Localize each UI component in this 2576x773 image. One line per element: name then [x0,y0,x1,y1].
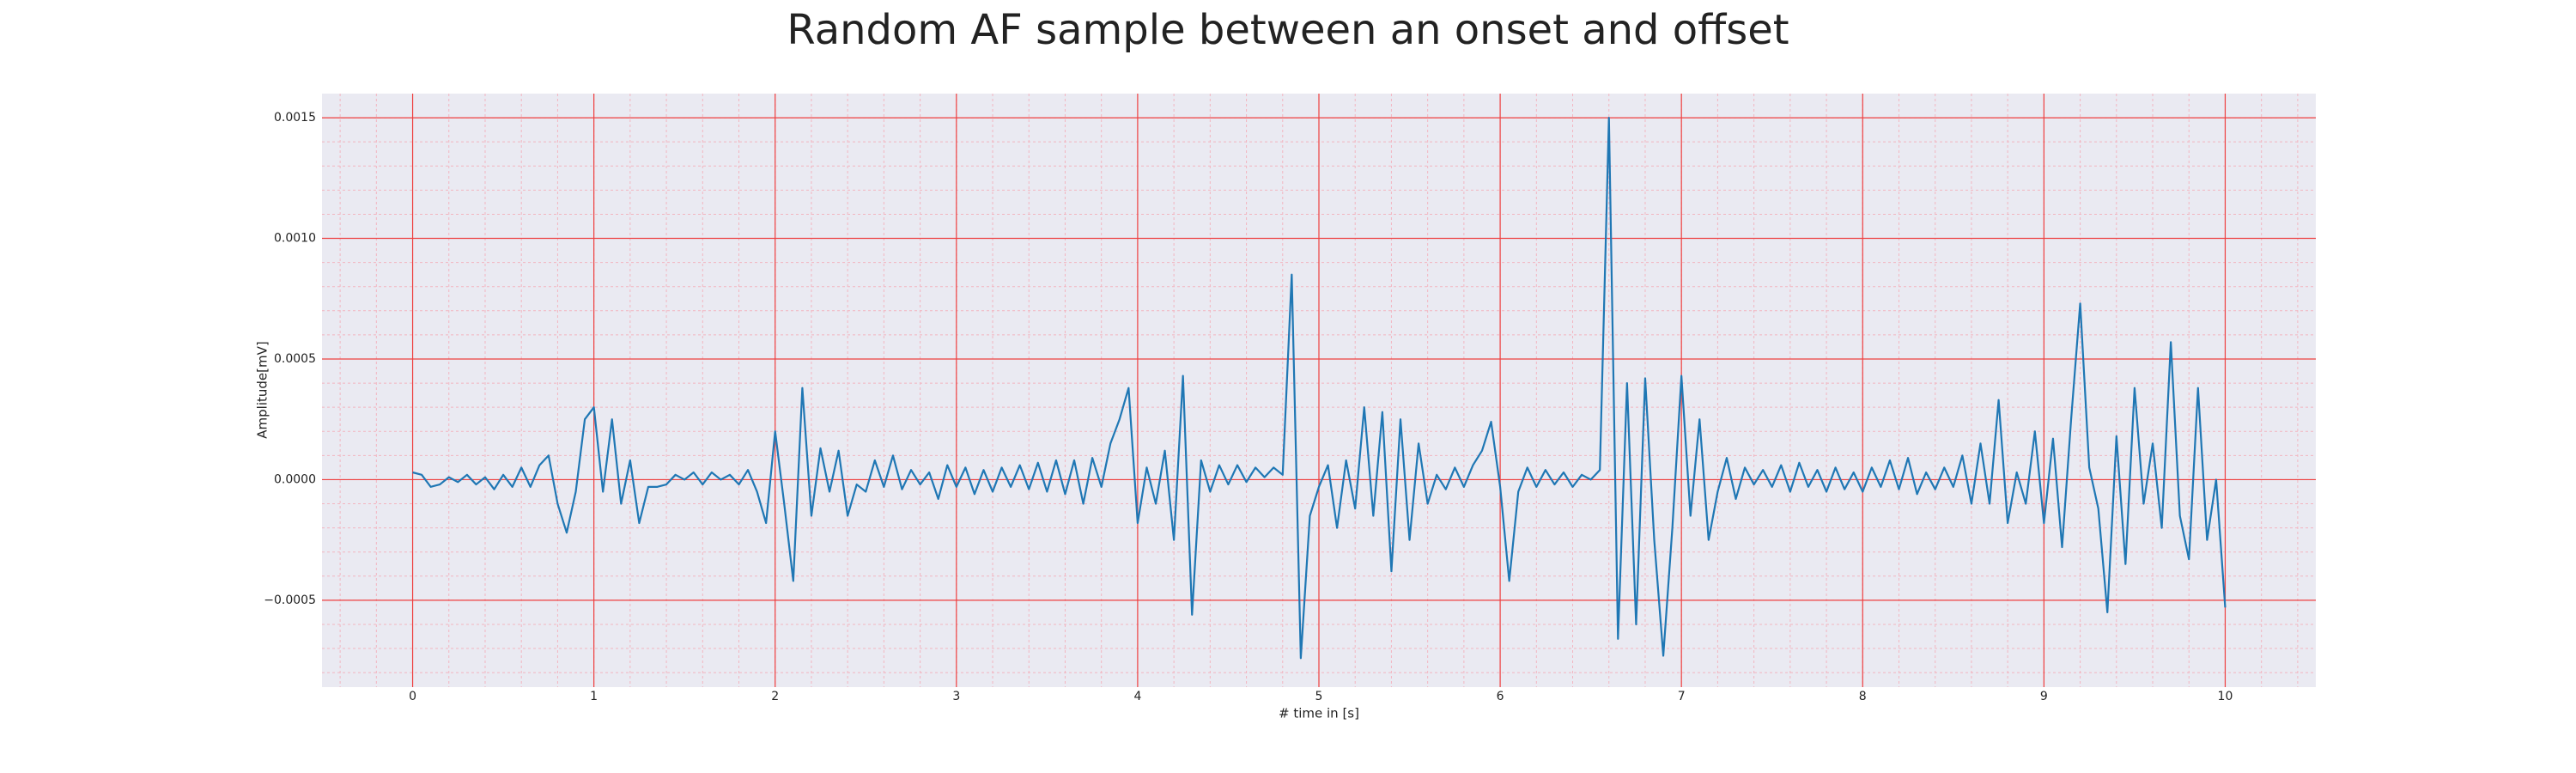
chart-title: Random AF sample between an onset and of… [787,6,1789,54]
y-tick-label: −0.0005 [264,593,316,607]
x-tick-label: 0 [409,690,416,703]
x-tick-label: 3 [952,690,960,703]
y-tick-label: 0.0005 [274,352,316,366]
x-tick-label: 7 [1678,690,1686,703]
x-tick-label: 2 [771,690,779,703]
y-tick-label: 0.0015 [274,111,316,125]
x-tick-label: 6 [1497,690,1504,703]
x-tick-label: 10 [2218,690,2233,703]
signal-line [412,116,2227,660]
x-tick-label: 9 [2040,690,2048,703]
x-tick-label: 8 [1859,690,1867,703]
y-tick-label: 0.0010 [274,232,316,246]
x-axis-label: # time in [s] [1279,706,1359,721]
x-tick-label: 5 [1315,690,1323,703]
x-tick-label: 4 [1133,690,1141,703]
y-tick-label: 0.0000 [274,472,316,486]
x-tick-label: 1 [590,690,598,703]
y-axis-label: Amplitude[mV] [255,341,270,438]
